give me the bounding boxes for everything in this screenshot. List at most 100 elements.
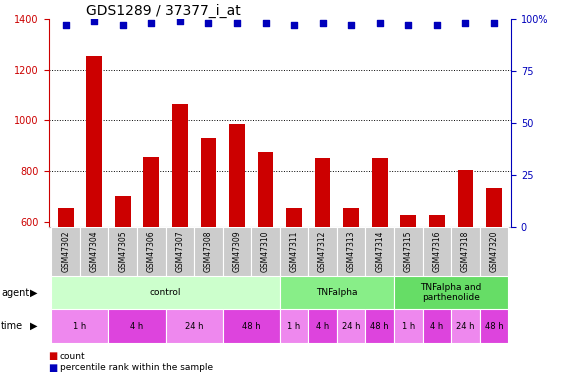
Bar [58, 208, 74, 374]
Bar [280, 276, 394, 309]
Bar [343, 208, 359, 374]
Bar [166, 309, 223, 343]
Bar [365, 227, 394, 276]
Bar [394, 276, 508, 309]
Text: GSM47306: GSM47306 [147, 230, 156, 272]
Bar [315, 158, 331, 374]
Text: GSM47315: GSM47315 [404, 231, 413, 272]
Text: percentile rank within the sample: percentile rank within the sample [60, 363, 213, 372]
Text: 1 h: 1 h [73, 322, 87, 331]
Bar [143, 157, 159, 374]
Bar [394, 309, 423, 343]
Point [232, 20, 242, 26]
Text: GSM47316: GSM47316 [432, 231, 441, 272]
Text: GSM47309: GSM47309 [232, 230, 242, 272]
Text: 24 h: 24 h [456, 322, 475, 331]
Text: 48 h: 48 h [371, 322, 389, 331]
Text: 1 h: 1 h [287, 322, 301, 331]
Text: 24 h: 24 h [185, 322, 203, 331]
Text: ■: ■ [49, 351, 58, 361]
Bar [229, 124, 245, 374]
Bar [258, 152, 274, 374]
Point [432, 22, 441, 28]
Text: GSM47313: GSM47313 [347, 231, 356, 272]
Text: 48 h: 48 h [485, 322, 503, 331]
Point [61, 22, 70, 28]
Text: GSM47305: GSM47305 [118, 230, 127, 272]
Text: GSM47310: GSM47310 [261, 231, 270, 272]
Bar [51, 227, 80, 276]
Point [175, 18, 184, 24]
Bar [423, 227, 451, 276]
Point [489, 20, 498, 26]
Text: count: count [60, 352, 86, 361]
Bar [337, 227, 365, 276]
Text: GSM47314: GSM47314 [375, 231, 384, 272]
Bar [451, 309, 480, 343]
Text: GDS1289 / 37377_i_at: GDS1289 / 37377_i_at [86, 4, 240, 18]
Text: ■: ■ [49, 363, 58, 372]
Bar [480, 227, 508, 276]
Bar [280, 227, 308, 276]
Bar [480, 309, 508, 343]
Bar [337, 309, 365, 343]
Text: agent: agent [1, 288, 29, 297]
Text: ▶: ▶ [30, 288, 37, 297]
Point [118, 22, 127, 28]
Bar [80, 227, 108, 276]
Point [375, 20, 384, 26]
Bar [251, 227, 280, 276]
Bar [486, 188, 502, 374]
Point [204, 20, 213, 26]
Bar [223, 227, 251, 276]
Text: GSM47318: GSM47318 [461, 231, 470, 272]
Bar [308, 309, 337, 343]
Text: GSM47307: GSM47307 [175, 230, 184, 272]
Bar [51, 276, 280, 309]
Text: 48 h: 48 h [242, 322, 260, 331]
Bar [223, 309, 280, 343]
Point [461, 20, 470, 26]
Bar [372, 158, 388, 374]
Point [147, 20, 156, 26]
Text: 4 h: 4 h [430, 322, 444, 331]
Text: GSM47311: GSM47311 [289, 231, 299, 272]
Text: 4 h: 4 h [130, 322, 144, 331]
Bar [51, 309, 108, 343]
Bar [394, 227, 423, 276]
Bar [194, 227, 223, 276]
Text: TNFalpha: TNFalpha [316, 288, 357, 297]
Point [261, 20, 270, 26]
Bar [166, 227, 194, 276]
Point [90, 18, 99, 24]
Bar [108, 227, 137, 276]
Point [404, 22, 413, 28]
Text: 1 h: 1 h [401, 322, 415, 331]
Bar [108, 309, 166, 343]
Text: ▶: ▶ [30, 321, 37, 331]
Text: 4 h: 4 h [316, 322, 329, 331]
Text: time: time [1, 321, 23, 331]
Text: 24 h: 24 h [342, 322, 360, 331]
Point [289, 22, 299, 28]
Text: GSM47312: GSM47312 [318, 231, 327, 272]
Bar [115, 196, 131, 374]
Point [347, 22, 356, 28]
Text: GSM47308: GSM47308 [204, 231, 213, 272]
Text: TNFalpha and
parthenolide: TNFalpha and parthenolide [420, 283, 482, 302]
Text: GSM47320: GSM47320 [489, 231, 498, 272]
Bar [457, 170, 473, 374]
Bar [429, 216, 445, 374]
Bar [365, 309, 394, 343]
Bar [172, 104, 188, 374]
Bar [286, 208, 302, 374]
Bar [451, 227, 480, 276]
Text: GSM47304: GSM47304 [90, 230, 99, 272]
Text: GSM47302: GSM47302 [61, 231, 70, 272]
Bar [400, 216, 416, 374]
Bar [200, 138, 216, 374]
Text: control: control [150, 288, 182, 297]
Bar [137, 227, 166, 276]
Point [318, 20, 327, 26]
Bar [86, 56, 102, 374]
